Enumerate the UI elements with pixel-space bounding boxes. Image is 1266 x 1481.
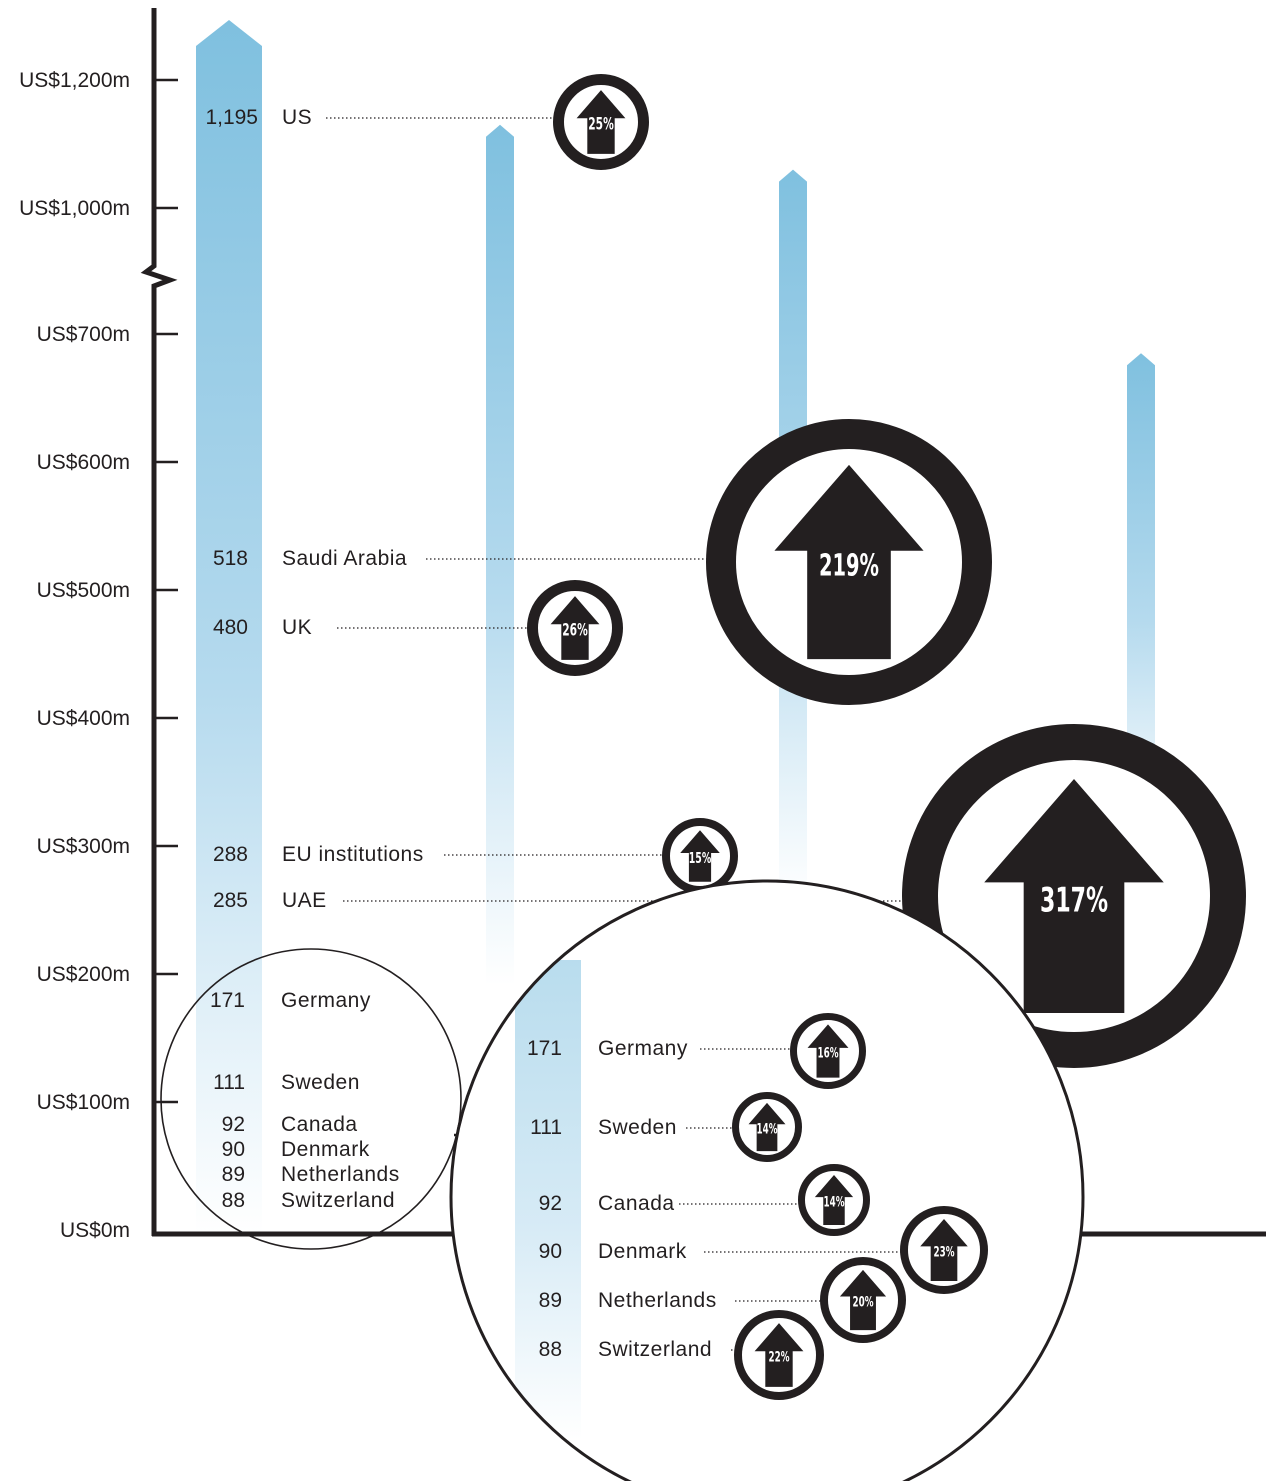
y-tick-label: US$1,000m xyxy=(19,197,130,220)
change-label: 20% xyxy=(853,1294,874,1310)
change-label: 23% xyxy=(934,1244,955,1260)
small-country-label: Netherlands xyxy=(281,1163,400,1186)
y-tick-label: US$600m xyxy=(37,451,130,474)
up-arrow-icon xyxy=(550,596,600,660)
zoom-value-label: 89 xyxy=(539,1289,562,1312)
up-arrow-icon xyxy=(920,1219,968,1281)
up-arrow-icon xyxy=(754,1323,804,1387)
change-badge-saudi-arabia: 219% xyxy=(706,419,992,705)
zoom-value-label: 90 xyxy=(539,1240,562,1263)
zoom-value-label: 111 xyxy=(530,1116,562,1139)
small-country-label: Sweden xyxy=(281,1071,360,1094)
zoom-inset-content xyxy=(515,960,581,1440)
zoom-bar-segment xyxy=(515,960,581,1440)
zoom-country-label-netherlands: Netherlands xyxy=(598,1289,717,1312)
change-label: 219% xyxy=(819,549,879,584)
value-label: 480 xyxy=(213,616,248,639)
zoom-value-label: 88 xyxy=(539,1338,562,1361)
value-label: 518 xyxy=(213,547,248,570)
value-labels: 1,195 US 518 Saudi Arabia 480 UK 288 EU institu… xyxy=(205,106,423,912)
zoom-inset: 171 Germany 111 Sweden 92 Canada 90 Denmark 89 Ne… xyxy=(160,879,1085,1481)
change-label: 15% xyxy=(689,849,712,867)
y-tick-label: US$300m xyxy=(37,835,130,858)
small-focus-outline xyxy=(160,948,462,1250)
zoom-value-label: 171 xyxy=(527,1037,562,1060)
y-tick-label: US$0m xyxy=(60,1219,130,1242)
change-label: 14% xyxy=(824,1194,845,1210)
small-country-label: Canada xyxy=(281,1113,358,1136)
zoom-change-badge-switzerland: 22% xyxy=(734,1310,824,1400)
zoom-country-label-denmark: Denmark xyxy=(598,1240,687,1263)
zoom-change-badge-denmark: 23% xyxy=(900,1206,988,1294)
small-value-label: 171 xyxy=(210,989,245,1012)
country-label-uk: UK xyxy=(282,616,312,639)
small-value-label: 88 xyxy=(222,1189,245,1212)
zoom-country-label-germany: Germany xyxy=(598,1037,688,1060)
main-bar xyxy=(196,20,262,1234)
main-value-arrow xyxy=(196,20,262,1234)
zoom-inset-background xyxy=(451,881,1083,1481)
zoom-inset-outline xyxy=(449,879,1085,1481)
change-label: 22% xyxy=(769,1349,790,1365)
y-tick-label: US$400m xyxy=(37,707,130,730)
up-arrow-icon xyxy=(576,90,626,154)
small-value-label: 89 xyxy=(222,1163,245,1186)
zoom-value-label: 92 xyxy=(539,1192,562,1215)
small-value-label: 90 xyxy=(222,1138,245,1161)
small-focus-circle: 171 Germany 111 Sweden 92 Canada 90 Denmark 89 Ne… xyxy=(160,948,462,1250)
y-tick-label: US$700m xyxy=(37,323,130,346)
change-label: 16% xyxy=(818,1045,839,1061)
change-badges: 25% 219% 26% 15% 317% xyxy=(527,74,1246,1068)
change-badge-uae: 317% xyxy=(902,724,1246,1068)
up-arrow-icon xyxy=(774,464,924,660)
change-badge-eu-institutions: 15% xyxy=(662,818,738,894)
country-label-saudi-arabia: Saudi Arabia xyxy=(282,547,407,570)
small-country-label: Germany xyxy=(281,989,371,1012)
background-arrow xyxy=(486,124,514,986)
change-label: 317% xyxy=(1040,880,1108,920)
value-label: 288 xyxy=(213,843,248,866)
country-label-us: US xyxy=(282,106,312,129)
change-badge-uk: 26% xyxy=(527,580,623,676)
change-badge-us: 25% xyxy=(553,74,649,170)
zoom-change-badge-sweden: 14% xyxy=(732,1092,802,1162)
zoom-change-badge-netherlands: 20% xyxy=(820,1257,906,1343)
change-label: 14% xyxy=(757,1121,778,1137)
zoom-country-label-switzerland: Switzerland xyxy=(598,1338,712,1361)
change-label: 26% xyxy=(562,621,588,641)
up-arrow-icon xyxy=(814,1175,854,1225)
up-arrow-icon xyxy=(984,779,1164,1013)
background-arrow xyxy=(1127,353,1155,840)
small-country-label: Denmark xyxy=(281,1138,370,1161)
zoom-change-badge-canada: 14% xyxy=(798,1164,870,1236)
up-arrow-icon xyxy=(680,830,720,882)
zoom-country-label-sweden: Sweden xyxy=(598,1116,677,1139)
y-tick-label: US$500m xyxy=(37,579,130,602)
up-arrow-icon xyxy=(839,1269,887,1331)
y-tick-label: US$200m xyxy=(37,963,130,986)
y-tick-label: US$100m xyxy=(37,1091,130,1114)
small-value-label: 92 xyxy=(222,1113,245,1136)
small-value-label: 111 xyxy=(213,1071,245,1094)
zoom-inset-circle: 171 Germany 16% 111 Sweden 14% 92 Canada 14% 90 De… xyxy=(449,879,1085,1481)
value-label: 285 xyxy=(213,889,248,912)
zoom-country-label-canada: Canada xyxy=(598,1192,675,1215)
country-label-uae: UAE xyxy=(282,889,327,912)
value-label: 1,195 xyxy=(205,106,258,129)
small-country-label: Switzerland xyxy=(281,1189,395,1212)
zoom-change-badge-germany: 16% xyxy=(790,1013,866,1089)
country-label-eu-institutions: EU institutions xyxy=(282,843,424,866)
leader-lines xyxy=(326,117,904,902)
axis-break-icon xyxy=(140,258,178,294)
up-arrow-icon xyxy=(807,1024,849,1078)
change-label: 25% xyxy=(588,115,614,135)
up-arrow-icon xyxy=(748,1102,786,1152)
y-tick-label: US$1,200m xyxy=(19,69,130,92)
